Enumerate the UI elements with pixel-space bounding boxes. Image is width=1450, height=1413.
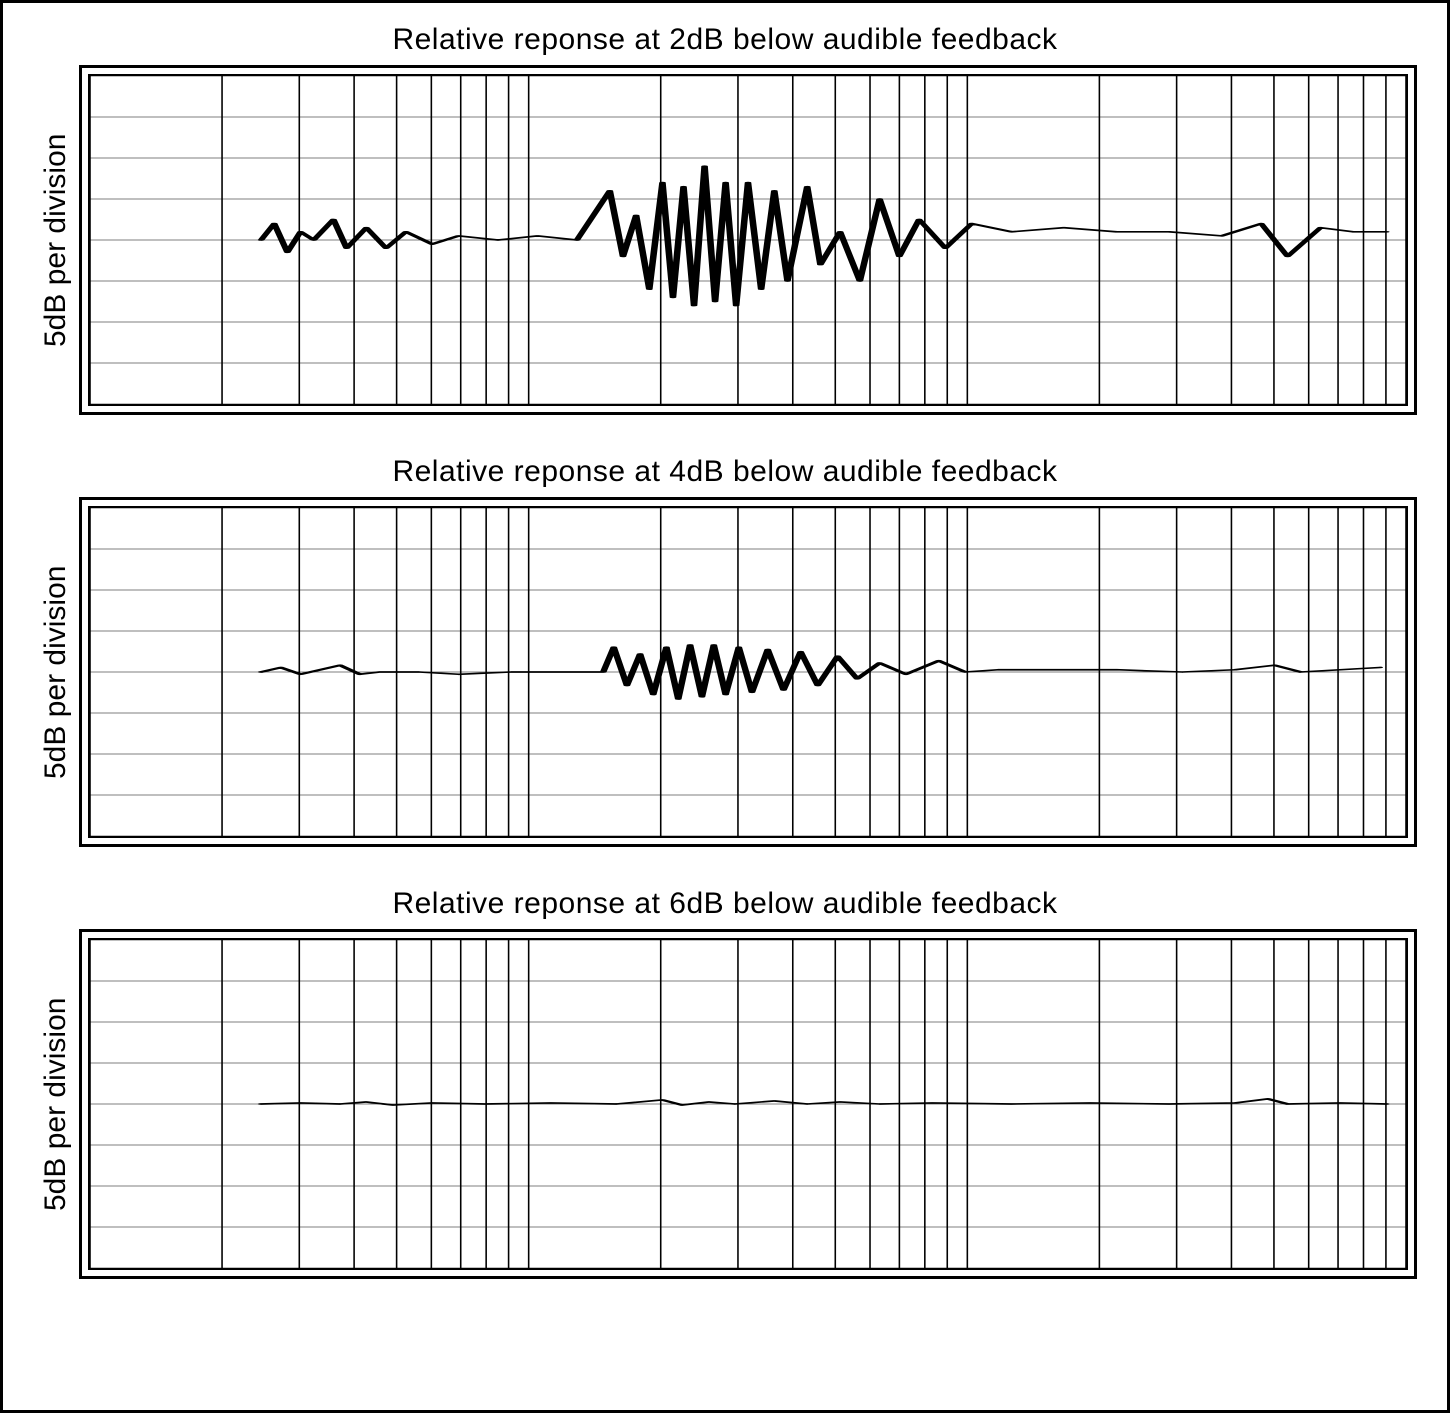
panels-container: Relative reponse at 2dB below audible fe… — [33, 23, 1417, 1279]
chart-panel: Relative reponse at 6dB below audible fe… — [33, 887, 1417, 1279]
panel-title: Relative reponse at 6dB below audible fe… — [33, 887, 1417, 921]
plot-area — [79, 929, 1417, 1279]
y-axis-label: 5dB per division — [33, 497, 79, 847]
panel-title: Relative reponse at 4dB below audible fe… — [33, 455, 1417, 489]
y-axis-label: 5dB per division — [33, 929, 79, 1279]
plot-inner-frame — [88, 938, 1408, 1270]
chart-row: 5dB per division — [33, 929, 1417, 1279]
plot-area — [79, 65, 1417, 415]
chart-panel: Relative reponse at 4dB below audible fe… — [33, 455, 1417, 847]
grid — [90, 76, 1406, 404]
chart-row: 5dB per division — [33, 65, 1417, 415]
plot-svg — [90, 508, 1406, 836]
plot-svg — [90, 76, 1406, 404]
response-trace — [261, 166, 1386, 305]
panel-title: Relative reponse at 2dB below audible fe… — [33, 23, 1417, 57]
figure-frame: Relative reponse at 2dB below audible fe… — [0, 0, 1450, 1413]
y-axis-label: 5dB per division — [33, 65, 79, 415]
plot-svg — [90, 940, 1406, 1268]
plot-inner-frame — [88, 74, 1408, 406]
chart-panel: Relative reponse at 2dB below audible fe… — [33, 23, 1417, 415]
plot-inner-frame — [88, 506, 1408, 838]
plot-area — [79, 497, 1417, 847]
chart-row: 5dB per division — [33, 497, 1417, 847]
